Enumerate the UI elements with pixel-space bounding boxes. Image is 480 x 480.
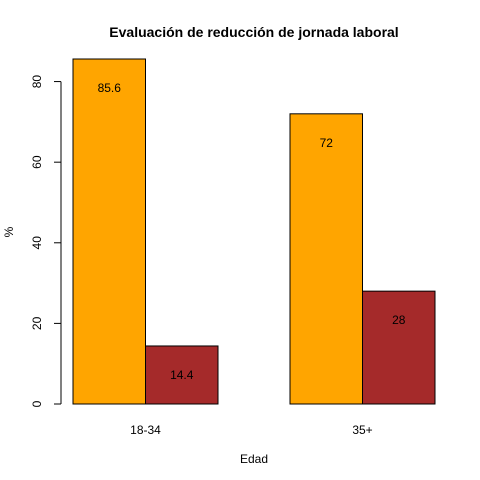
- x-tick-label: 18-34: [130, 423, 161, 437]
- y-tick-label: 40: [30, 236, 44, 250]
- y-tick-label: 80: [30, 75, 44, 89]
- bar-18-34-1: [145, 345, 219, 405]
- y-tick-label: 20: [30, 316, 44, 330]
- bar-35+-1: [362, 290, 436, 405]
- bar-35+-0: [289, 113, 363, 405]
- chart-title: Evaluación de reducción de jornada labor…: [109, 24, 398, 40]
- x-axis: 18-34 35+: [130, 423, 373, 437]
- bar-labels-group: 85.6 14.4 72 28: [98, 81, 406, 382]
- y-tick-label: 0: [30, 400, 44, 407]
- bars-group: [72, 58, 436, 405]
- bar-value-label: 28: [392, 313, 406, 327]
- bar-value-label: 72: [320, 136, 334, 150]
- x-axis-label: Edad: [240, 452, 268, 466]
- y-axis: 0 20 40 60 80: [30, 75, 62, 407]
- bar-18-34-0: [72, 58, 146, 405]
- y-axis-label: %: [2, 226, 16, 237]
- y-tick-label: 60: [30, 155, 44, 169]
- bar-value-label: 85.6: [98, 81, 122, 95]
- bar-value-label: 14.4: [170, 368, 194, 382]
- x-tick-label: 35+: [352, 423, 372, 437]
